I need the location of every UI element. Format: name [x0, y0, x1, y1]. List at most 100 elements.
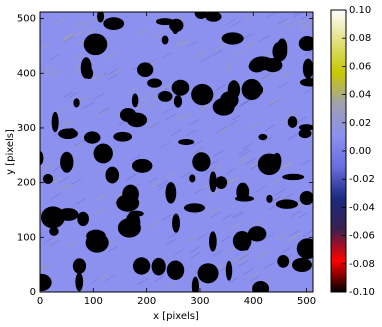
texture	[189, 246, 200, 254]
colorbar-tick-label: 0.02	[349, 118, 371, 129]
texture	[225, 18, 237, 26]
colorbar-tick-label: -0.04	[349, 202, 375, 213]
texture	[45, 68, 56, 76]
x-tick-label: 100	[84, 296, 103, 307]
texture	[267, 12, 278, 19]
masked-blob	[131, 158, 153, 173]
texture	[281, 162, 292, 169]
masked-blob	[287, 116, 298, 128]
masked-blob	[72, 258, 87, 274]
texture	[187, 234, 199, 242]
texture	[261, 72, 273, 80]
texture	[252, 219, 263, 227]
texture	[191, 140, 202, 147]
texture	[152, 31, 164, 38]
texture	[285, 235, 296, 243]
texture	[147, 58, 159, 65]
masked-blob	[272, 152, 282, 169]
masked-blob	[86, 229, 106, 243]
texture	[108, 68, 119, 75]
texture	[96, 110, 107, 117]
x-tick-label: 400	[244, 296, 263, 307]
texture	[238, 148, 249, 155]
texture	[72, 142, 83, 150]
texture	[43, 162, 55, 170]
masked-blob	[298, 36, 313, 52]
texture	[238, 154, 250, 162]
masked-blob	[137, 62, 154, 78]
masked-blob	[51, 111, 59, 133]
masked-blob	[105, 166, 120, 184]
texture	[262, 73, 274, 81]
texture	[269, 179, 281, 186]
masked-blob	[189, 174, 196, 183]
texture	[296, 116, 307, 124]
texture	[67, 91, 79, 99]
texture	[300, 26, 311, 33]
colorbar-tick-label: 0.00	[349, 146, 371, 157]
texture	[193, 147, 204, 155]
texture	[162, 107, 174, 114]
texture	[140, 93, 152, 101]
masked-blob	[272, 41, 288, 62]
texture	[189, 118, 200, 126]
texture	[231, 114, 242, 121]
texture	[233, 212, 244, 219]
texture	[74, 139, 86, 147]
texture	[126, 173, 137, 181]
masked-blob	[165, 182, 177, 204]
texture	[171, 129, 182, 136]
masked-blob	[247, 226, 267, 242]
texture	[95, 194, 106, 202]
masked-blob	[299, 191, 313, 206]
texture	[299, 16, 310, 24]
masked-blob	[103, 17, 125, 31]
texture	[248, 123, 259, 130]
texture	[137, 278, 149, 285]
texture	[178, 39, 190, 47]
texture	[63, 35, 74, 43]
texture	[94, 92, 105, 100]
texture	[106, 52, 117, 59]
x-tick-label: 200	[137, 296, 156, 307]
texture	[136, 102, 147, 109]
texture	[161, 214, 173, 221]
texture	[186, 129, 197, 137]
texture	[240, 149, 251, 157]
texture	[289, 229, 301, 237]
texture	[244, 41, 256, 49]
texture	[208, 207, 219, 215]
masked-blob	[266, 194, 273, 203]
texture	[43, 236, 55, 244]
texture	[287, 21, 299, 28]
masked-blob	[252, 280, 270, 292]
texture	[71, 178, 82, 185]
texture	[62, 33, 73, 41]
texture	[216, 126, 227, 134]
texture	[52, 177, 63, 185]
texture	[48, 54, 60, 61]
x-tick-label: 500	[297, 296, 316, 307]
masked-blob	[178, 139, 195, 146]
texture	[130, 154, 141, 162]
texture	[222, 213, 233, 221]
texture	[301, 12, 312, 20]
texture	[276, 233, 287, 241]
texture	[146, 102, 157, 110]
texture	[50, 192, 62, 200]
texture	[112, 68, 123, 75]
masked-blob	[194, 12, 208, 19]
masked-blob	[258, 133, 268, 141]
texture	[174, 248, 185, 256]
masked-blob	[96, 12, 105, 23]
texture	[219, 125, 231, 133]
texture	[75, 198, 86, 205]
texture	[237, 257, 248, 264]
texture	[64, 121, 75, 128]
texture	[148, 122, 159, 130]
texture	[238, 251, 250, 259]
masked-blob	[57, 208, 79, 221]
texture	[228, 119, 239, 127]
texture	[157, 183, 169, 191]
texture	[264, 262, 275, 269]
